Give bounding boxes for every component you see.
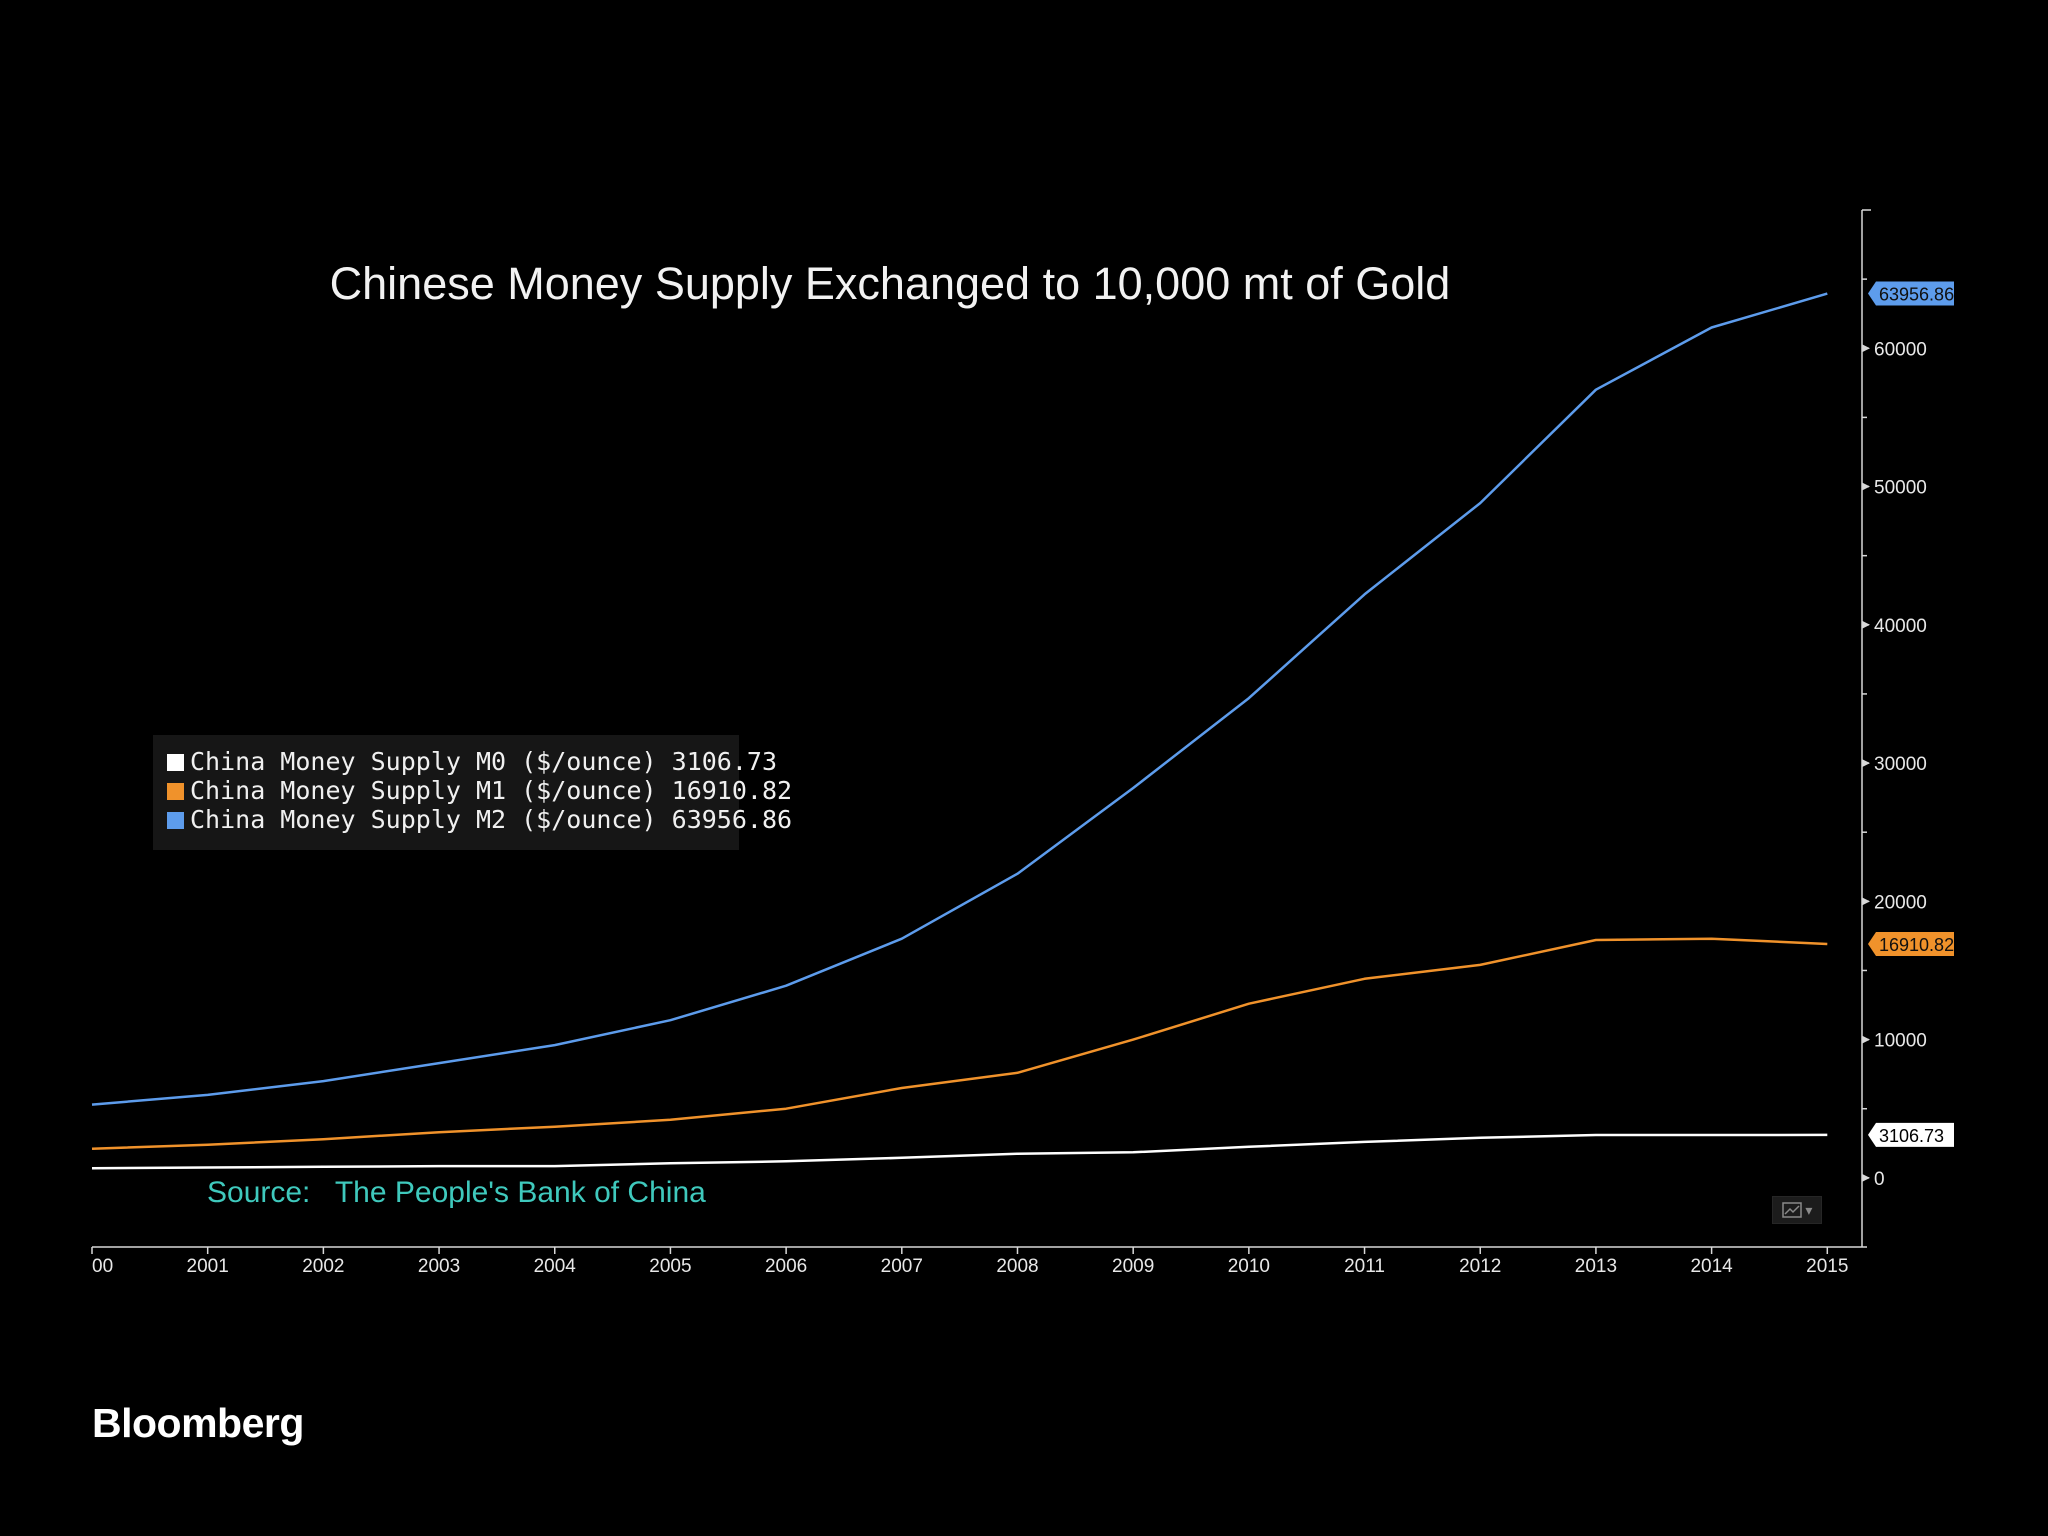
y-tick-label: 10000 [1874,1031,1927,1052]
y-tick-marker [1862,482,1870,491]
bloomberg-logo: Bloomberg [92,1400,304,1446]
x-tick-label: 2014 [1690,1256,1733,1277]
legend-value-m1: 16910.82 [671,776,793,805]
series-line-0 [91,1133,1828,1170]
legend-value-m0: 3106.73 [671,747,778,776]
x-tick-label: 2011 [1344,1256,1385,1277]
legend-label-m1: China Money Supply M1 ($/ounce) [190,776,657,805]
end-value-labels: 3106.73 16910.82 63956.86 [1868,281,1954,1147]
x-tick-label: 2015 [1806,1256,1848,1277]
y-tick-label: 20000 [1874,892,1927,913]
end-label-text-1: 16910.82 [1879,935,1954,955]
y-tick-label: 40000 [1874,616,1927,637]
chart-type-button[interactable]: ▾ [1772,1196,1822,1224]
x-tick-label: 2013 [1575,1256,1617,1277]
legend: China Money Supply M0 ($/ounce) 3106.73 … [153,735,792,850]
x-tick-label: 00 [92,1256,113,1277]
x-tick-label: 2005 [649,1256,691,1277]
end-label-text-2: 63956.86 [1879,285,1954,305]
series-lines [91,292,1828,1170]
legend-item-m0[interactable]: China Money Supply M0 ($/ounce) 3106.73 [167,747,777,776]
series-line-2 [91,292,1828,1106]
y-axis: 0 10000 20000 30000 40000 50000 60000 [1861,209,1927,1248]
y-tick-label: 30000 [1874,754,1927,775]
x-tick-label: 2010 [1228,1256,1270,1277]
legend-swatch-m0 [167,754,184,771]
source-note: Source: The People's Bank of China [207,1176,706,1210]
x-tick-label: 2001 [187,1256,229,1277]
x-tick-label: 2008 [996,1256,1038,1277]
end-label-tag-1 [1868,932,1954,957]
y-tick-marker [1862,344,1870,353]
legend-swatch-m1 [167,783,184,800]
legend-item-m1[interactable]: China Money Supply M1 ($/ounce) 16910.82 [167,776,792,805]
x-tick-label: 2006 [765,1256,807,1277]
x-tick-label: 2002 [302,1256,344,1277]
end-label-tag-2 [1868,281,1954,306]
x-tick-label: 2004 [534,1256,577,1277]
chart-title: Chinese Money Supply Exchanged to 10,000… [329,258,1451,309]
legend-label-m0: China Money Supply M0 ($/ounce) [190,747,657,776]
y-tick-marker [1862,1035,1870,1044]
y-tick-label: 50000 [1874,478,1927,499]
source-label: Source: [207,1176,311,1209]
legend-swatch-m2 [167,812,184,829]
chevron-down-icon: ▾ [1805,1202,1813,1218]
y-tick-label: 0 [1874,1169,1885,1190]
source-text: The People's Bank of China [334,1176,706,1209]
legend-label-m2: China Money Supply M2 ($/ounce) [190,805,657,834]
x-tick-label: 2012 [1459,1256,1501,1277]
y-tick-marker [1862,759,1870,768]
x-tick-label: 2007 [881,1256,923,1277]
x-tick-label: 2003 [418,1256,460,1277]
y-tick-marker [1862,1173,1870,1182]
y-tick-marker [1862,620,1870,629]
line-chart-icon [1781,1202,1802,1218]
legend-item-m2[interactable]: China Money Supply M2 ($/ounce) 63956.86 [167,805,792,834]
legend-value-m2: 63956.86 [671,805,793,834]
series-line-1 [91,937,1828,1151]
end-label-text-0: 3106.73 [1879,1126,1944,1146]
y-tick-label: 60000 [1874,339,1927,360]
end-label-tag-0 [1868,1122,1954,1147]
x-axis: 00 2001 2002 2003 2004 2005 2006 2007 2008 2009 20… [91,1246,1862,1277]
y-tick-marker [1862,897,1870,906]
x-tick-label: 2009 [1112,1256,1154,1277]
